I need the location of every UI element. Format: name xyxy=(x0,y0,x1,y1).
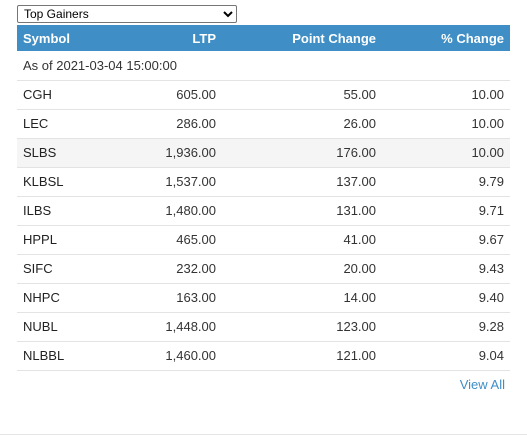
cell-point-change: 55.00 xyxy=(343,87,376,102)
cell-point-change: 41.00 xyxy=(343,232,376,247)
header-ltp: LTP xyxy=(192,30,216,46)
cell-symbol: NLBBL xyxy=(23,348,65,363)
cell-symbol: LEC xyxy=(23,116,49,131)
cell-pct-change: 9.67 xyxy=(478,232,504,247)
table-row: CGH 605.00 55.00 10.00 xyxy=(17,80,510,109)
as-of-timestamp: As of 2021-03-04 15:00:00 xyxy=(23,57,177,73)
table-row: LEC 286.00 26.00 10.00 xyxy=(17,109,510,138)
cell-ltp: 286.00 xyxy=(176,116,216,131)
cell-ltp: 232.00 xyxy=(176,261,216,276)
cell-ltp: 163.00 xyxy=(176,290,216,305)
cell-pct-change: 9.28 xyxy=(478,319,504,334)
cell-point-change: 20.00 xyxy=(343,261,376,276)
table-row: NLBBL 1,460.00 121.00 9.04 xyxy=(17,341,510,370)
cell-symbol: NHPC xyxy=(23,290,60,305)
cell-pct-change: 10.00 xyxy=(471,145,504,160)
cell-point-change: 14.00 xyxy=(343,290,376,305)
as-of-row: As of 2021-03-04 15:00:00 xyxy=(17,51,510,80)
cell-point-change: 131.00 xyxy=(336,203,376,218)
cell-ltp: 1,936.00 xyxy=(165,145,216,160)
cell-pct-change: 9.40 xyxy=(478,290,504,305)
cell-pct-change: 9.04 xyxy=(478,348,504,363)
header-point-change: Point Change xyxy=(292,30,376,46)
cell-pct-change: 10.00 xyxy=(471,116,504,131)
cell-symbol: HPPL xyxy=(23,232,57,247)
cell-ltp: 605.00 xyxy=(176,87,216,102)
cell-symbol: SLBS xyxy=(23,145,57,160)
table-row: SLBS 1,936.00 176.00 10.00 xyxy=(17,138,510,167)
top-gainers-widget: Top Gainers Symbol LTP Point Change % Ch… xyxy=(17,5,510,371)
cell-pct-change: 9.79 xyxy=(478,174,504,189)
cell-ltp: 1,460.00 xyxy=(165,348,216,363)
cell-symbol: KLBSL xyxy=(23,174,64,189)
cell-pct-change: 9.71 xyxy=(478,203,504,218)
header-pct-change: % Change xyxy=(441,30,504,46)
cell-point-change: 123.00 xyxy=(336,319,376,334)
cell-symbol: CGH xyxy=(23,87,52,102)
table-header-row: Symbol LTP Point Change % Change xyxy=(17,25,510,51)
view-all-link[interactable]: View All xyxy=(459,377,505,392)
table-row: ILBS 1,480.00 131.00 9.71 xyxy=(17,196,510,225)
bottom-divider xyxy=(0,434,527,435)
cell-symbol: NUBL xyxy=(23,319,58,334)
table-row: NHPC 163.00 14.00 9.40 xyxy=(17,283,510,312)
cell-symbol: SIFC xyxy=(23,261,53,276)
cell-ltp: 465.00 xyxy=(176,232,216,247)
cell-pct-change: 10.00 xyxy=(471,87,504,102)
cell-ltp: 1,448.00 xyxy=(165,319,216,334)
cell-point-change: 26.00 xyxy=(343,116,376,131)
header-symbol: Symbol xyxy=(23,30,70,46)
table-row: KLBSL 1,537.00 137.00 9.79 xyxy=(17,167,510,196)
market-filter-select[interactable]: Top Gainers xyxy=(17,5,237,23)
cell-ltp: 1,480.00 xyxy=(165,203,216,218)
table-row: HPPL 465.00 41.00 9.67 xyxy=(17,225,510,254)
cell-symbol: ILBS xyxy=(23,203,52,218)
gainers-table: Symbol LTP Point Change % Change As of 2… xyxy=(17,25,510,371)
cell-pct-change: 9.43 xyxy=(478,261,504,276)
table-row: NUBL 1,448.00 123.00 9.28 xyxy=(17,312,510,341)
cell-point-change: 121.00 xyxy=(336,348,376,363)
cell-ltp: 1,537.00 xyxy=(165,174,216,189)
table-row: SIFC 232.00 20.00 9.43 xyxy=(17,254,510,283)
cell-point-change: 176.00 xyxy=(336,145,376,160)
cell-point-change: 137.00 xyxy=(336,174,376,189)
